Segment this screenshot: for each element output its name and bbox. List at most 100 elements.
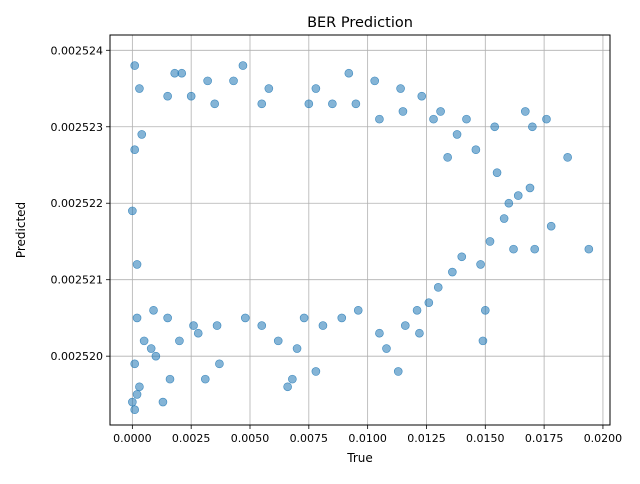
data-point bbox=[370, 76, 380, 86]
data-point bbox=[462, 114, 471, 124]
data-point bbox=[139, 336, 149, 346]
y-axis-label: Predicted bbox=[14, 202, 28, 258]
x-tick-label: 0.0075 bbox=[290, 432, 329, 445]
data-point bbox=[163, 313, 172, 323]
x-tick-label: 0.0025 bbox=[172, 432, 211, 445]
data-point bbox=[130, 61, 140, 70]
data-point bbox=[393, 367, 403, 376]
data-point bbox=[193, 328, 203, 338]
data-point bbox=[203, 76, 212, 86]
data-point bbox=[433, 283, 443, 292]
data-point bbox=[212, 321, 222, 330]
data-point bbox=[485, 237, 495, 246]
data-point bbox=[170, 68, 180, 78]
data-point bbox=[525, 183, 535, 193]
data-point bbox=[151, 351, 161, 361]
y-tick-label: 0.002522 bbox=[51, 197, 104, 210]
data-point bbox=[412, 305, 422, 315]
data-point bbox=[546, 221, 556, 231]
data-point bbox=[292, 344, 302, 353]
data-point bbox=[238, 61, 248, 70]
data-point bbox=[135, 382, 144, 392]
data-point bbox=[353, 305, 363, 315]
x-tick-label: 0.0175 bbox=[525, 432, 564, 445]
data-point bbox=[443, 153, 452, 162]
data-point bbox=[229, 76, 238, 86]
data-point bbox=[149, 305, 158, 315]
data-point bbox=[146, 344, 156, 353]
data-point bbox=[490, 122, 500, 132]
data-point bbox=[135, 84, 144, 93]
data-point bbox=[528, 122, 537, 132]
x-tick-label: 0.0125 bbox=[407, 432, 446, 445]
data-point bbox=[264, 84, 274, 93]
data-point bbox=[130, 405, 140, 415]
x-tick-label: 0.0050 bbox=[231, 432, 270, 445]
data-point bbox=[563, 153, 572, 162]
data-point bbox=[318, 321, 328, 330]
data-point bbox=[165, 374, 175, 384]
data-point bbox=[400, 321, 410, 330]
x-tick-label: 0.0000 bbox=[113, 432, 152, 445]
y-axis-ticks: 0.002520 0.002521 0.002522 0.002523 0.002524 bbox=[51, 44, 110, 363]
data-point bbox=[499, 214, 509, 223]
data-point bbox=[175, 336, 184, 346]
data-point bbox=[257, 321, 267, 330]
data-point bbox=[128, 397, 137, 407]
data-point bbox=[375, 328, 384, 338]
data-point bbox=[476, 260, 485, 269]
data-point bbox=[584, 244, 594, 254]
data-point bbox=[448, 267, 457, 277]
data-point bbox=[424, 298, 434, 307]
data-point bbox=[429, 114, 438, 124]
data-point bbox=[337, 313, 347, 323]
data-point bbox=[417, 91, 427, 101]
y-tick-label: 0.002521 bbox=[51, 274, 104, 287]
data-point bbox=[328, 99, 337, 109]
data-point bbox=[130, 145, 140, 155]
data-point bbox=[137, 130, 147, 139]
data-point bbox=[311, 367, 321, 376]
data-point bbox=[344, 68, 354, 78]
x-tick-label: 0.0100 bbox=[348, 432, 387, 445]
data-point bbox=[215, 359, 224, 369]
data-point bbox=[189, 321, 198, 330]
data-point bbox=[478, 336, 488, 346]
data-point bbox=[283, 382, 292, 392]
data-point bbox=[132, 260, 142, 269]
y-tick-label: 0.002520 bbox=[51, 350, 104, 363]
data-points bbox=[128, 61, 594, 415]
data-point bbox=[186, 91, 196, 101]
data-point bbox=[457, 252, 467, 262]
data-point bbox=[415, 328, 424, 338]
data-point bbox=[132, 313, 142, 323]
data-point bbox=[396, 84, 405, 93]
chart-title: BER Prediction bbox=[307, 15, 413, 31]
data-point bbox=[530, 244, 540, 254]
x-tick-label: 0.0150 bbox=[466, 432, 505, 445]
x-tick-label: 0.0200 bbox=[584, 432, 623, 445]
data-point bbox=[398, 107, 408, 116]
data-point bbox=[210, 99, 220, 109]
data-point bbox=[240, 313, 250, 323]
data-point bbox=[288, 374, 297, 384]
data-point bbox=[257, 99, 267, 109]
data-point bbox=[492, 168, 502, 177]
data-point bbox=[130, 359, 140, 369]
y-tick-label: 0.002523 bbox=[51, 121, 104, 134]
data-point bbox=[480, 305, 490, 315]
data-point bbox=[520, 107, 530, 116]
data-point bbox=[504, 198, 514, 208]
data-point bbox=[128, 206, 137, 216]
data-point bbox=[273, 336, 283, 346]
data-point bbox=[436, 107, 445, 116]
data-point bbox=[158, 397, 168, 407]
data-point bbox=[351, 99, 361, 109]
x-axis-label: True bbox=[346, 451, 373, 465]
data-point bbox=[382, 344, 391, 353]
data-point bbox=[542, 114, 551, 124]
data-point bbox=[304, 99, 314, 109]
data-point bbox=[299, 313, 309, 323]
